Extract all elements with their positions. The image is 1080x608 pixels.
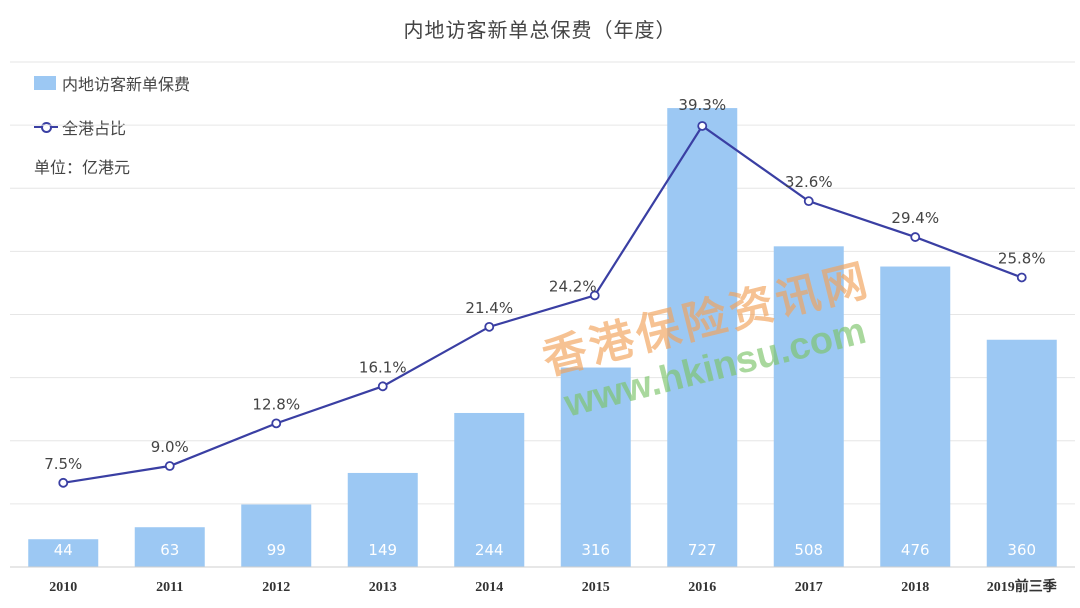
bar-series: 44 63 99 149 244 316 727 508 476 360 bbox=[28, 108, 1057, 568]
bar-value-label: 476 bbox=[901, 541, 930, 559]
bar bbox=[454, 412, 525, 567]
line-point bbox=[697, 121, 708, 131]
line-value-label: 12.8% bbox=[252, 395, 300, 413]
bar bbox=[986, 339, 1057, 567]
line-value-label: 16.1% bbox=[359, 358, 407, 376]
line-point bbox=[271, 418, 282, 429]
bar-value-label: 508 bbox=[794, 541, 823, 559]
legend-line-label: 全港占比 bbox=[62, 119, 127, 138]
bar bbox=[241, 504, 312, 567]
line-point bbox=[589, 290, 600, 301]
x-tick-label: 2011 bbox=[156, 580, 183, 595]
bar-value-label: 244 bbox=[475, 541, 504, 559]
x-axis: 2010 2011 2012 2013 2014 2015 2016 2017 2018 2019… bbox=[10, 566, 1075, 595]
bar-value-label: 316 bbox=[581, 541, 610, 559]
x-tick-label: 2017 bbox=[795, 580, 823, 595]
unit-label: 单位：亿港元 bbox=[34, 158, 131, 177]
bar-value-label: 360 bbox=[1007, 541, 1036, 559]
legend-line-swatch bbox=[34, 120, 58, 134]
bar-value-label: 44 bbox=[54, 541, 73, 559]
chart-title: 内地访客新单总保费（年度） bbox=[403, 18, 677, 42]
legend-item-line: 全港占比 bbox=[34, 116, 190, 138]
line-point bbox=[58, 477, 69, 488]
chart-legend: 内地访客新单保费 全港占比 bbox=[34, 72, 190, 160]
line-point bbox=[803, 196, 814, 207]
line-point bbox=[1016, 272, 1027, 283]
line-value-label: 25.8% bbox=[998, 249, 1046, 267]
line-value-label: 32.6% bbox=[785, 173, 833, 191]
bar bbox=[880, 266, 951, 567]
bar bbox=[28, 539, 99, 567]
bar bbox=[560, 367, 631, 567]
bar-value-label: 727 bbox=[688, 541, 717, 559]
bar-value-label: 99 bbox=[267, 541, 286, 559]
line-value-label: 9.0% bbox=[151, 438, 189, 456]
x-tick-label: 2012 bbox=[262, 580, 290, 595]
x-tick-label: 2013 bbox=[369, 580, 397, 595]
x-tick-label: 2010 bbox=[49, 580, 77, 595]
line-point bbox=[377, 381, 388, 392]
line-value-label: 24.2% bbox=[549, 277, 597, 295]
line-point bbox=[484, 321, 495, 332]
x-tick-label: 2019前三季 bbox=[987, 578, 1057, 595]
bar-value-label: 149 bbox=[368, 541, 397, 559]
x-tick-label: 2015 bbox=[582, 580, 610, 595]
bar-value-label: 63 bbox=[160, 541, 179, 559]
line-value-label: 39.3% bbox=[678, 96, 726, 114]
legend-item-bar: 内地访客新单保费 bbox=[34, 72, 190, 94]
x-tick-label: 2016 bbox=[688, 580, 716, 595]
bar bbox=[667, 108, 738, 568]
legend-bar-label: 内地访客新单保费 bbox=[62, 75, 191, 94]
bar bbox=[134, 527, 205, 567]
legend-bar-swatch bbox=[34, 76, 56, 90]
line-point bbox=[164, 461, 175, 471]
line-path bbox=[63, 124, 1023, 484]
x-tick-label: 2018 bbox=[901, 580, 929, 595]
bar bbox=[347, 472, 418, 567]
bar bbox=[773, 246, 844, 567]
line-value-label: 7.5% bbox=[44, 455, 82, 473]
line-point bbox=[910, 232, 921, 242]
x-tick-label: 2014 bbox=[475, 580, 503, 595]
line-series: 7.5% 9.0% 12.8% 16.1% 21.4% 24.2% 39.3% 32.6% 29… bbox=[44, 96, 1046, 488]
line-value-label: 21.4% bbox=[465, 299, 513, 317]
line-value-label: 29.4% bbox=[891, 209, 939, 227]
